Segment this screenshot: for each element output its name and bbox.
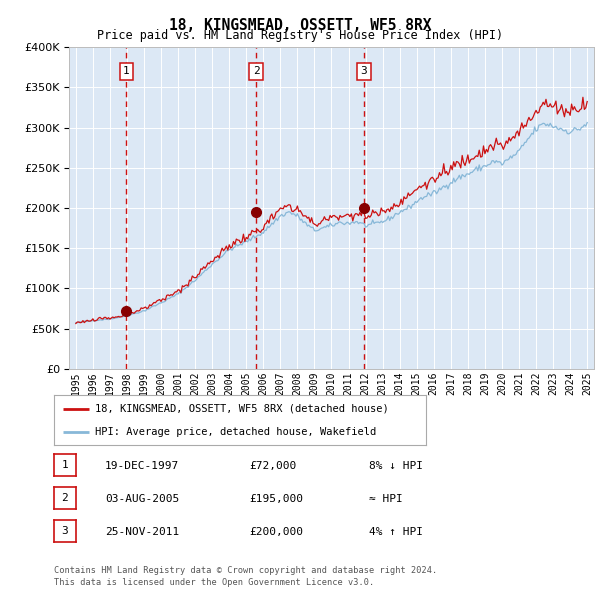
Text: Contains HM Land Registry data © Crown copyright and database right 2024.
This d: Contains HM Land Registry data © Crown c… xyxy=(54,566,437,587)
Text: 4% ↑ HPI: 4% ↑ HPI xyxy=(369,527,423,537)
Text: ≈ HPI: ≈ HPI xyxy=(369,494,403,504)
Text: 25-NOV-2011: 25-NOV-2011 xyxy=(105,527,179,537)
Text: 03-AUG-2005: 03-AUG-2005 xyxy=(105,494,179,504)
Text: £200,000: £200,000 xyxy=(249,527,303,537)
Text: 3: 3 xyxy=(61,526,68,536)
Text: 2: 2 xyxy=(253,66,260,76)
Text: 8% ↓ HPI: 8% ↓ HPI xyxy=(369,461,423,471)
Text: 19-DEC-1997: 19-DEC-1997 xyxy=(105,461,179,471)
Text: 1: 1 xyxy=(123,66,130,76)
Text: Price paid vs. HM Land Registry's House Price Index (HPI): Price paid vs. HM Land Registry's House … xyxy=(97,30,503,42)
Text: £195,000: £195,000 xyxy=(249,494,303,504)
Text: 18, KINGSMEAD, OSSETT, WF5 8RX (detached house): 18, KINGSMEAD, OSSETT, WF5 8RX (detached… xyxy=(95,404,389,414)
Text: 18, KINGSMEAD, OSSETT, WF5 8RX: 18, KINGSMEAD, OSSETT, WF5 8RX xyxy=(169,18,431,32)
Text: HPI: Average price, detached house, Wakefield: HPI: Average price, detached house, Wake… xyxy=(95,427,376,437)
Text: 1: 1 xyxy=(61,460,68,470)
Text: 2: 2 xyxy=(61,493,68,503)
Text: £72,000: £72,000 xyxy=(249,461,296,471)
Text: 3: 3 xyxy=(361,66,367,76)
